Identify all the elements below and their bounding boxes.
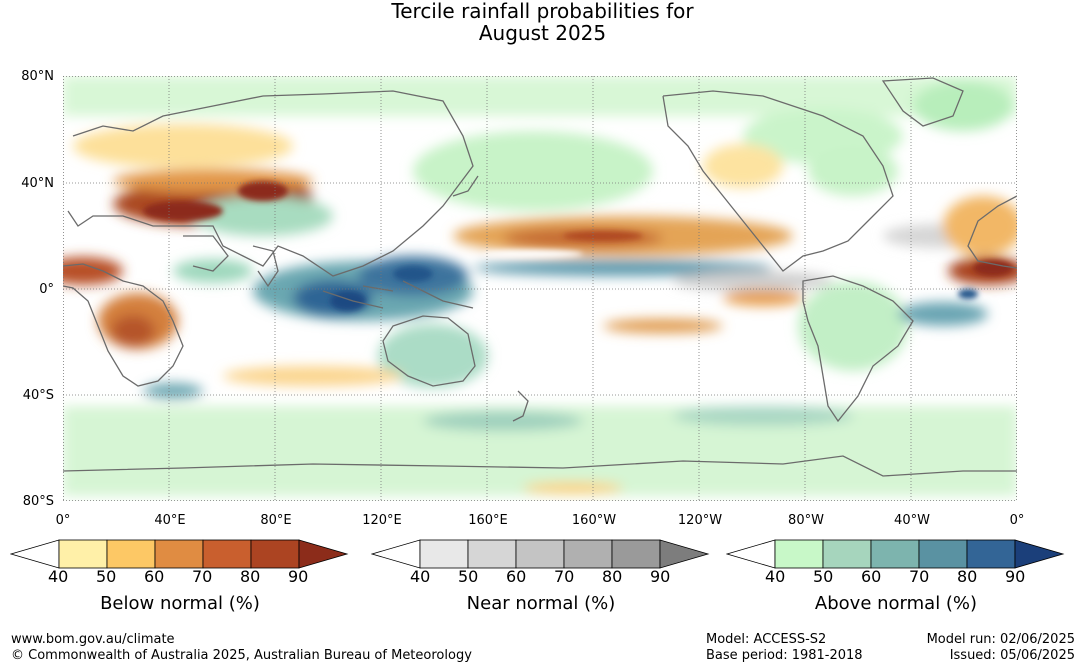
lon-label-120w: 120°W bbox=[677, 513, 723, 528]
lat-label-40n: 40°N bbox=[21, 176, 54, 191]
legend-near-tick: 70 bbox=[554, 567, 575, 586]
legend-above-title: Above normal (%) bbox=[814, 593, 978, 614]
lon-label-0: 0° bbox=[55, 513, 71, 528]
legend-swatch bbox=[250, 539, 300, 569]
legend-below-tick: 80 bbox=[240, 567, 261, 586]
legend-extend-low bbox=[371, 539, 421, 569]
legend-above-tick: 40 bbox=[765, 567, 786, 586]
legend-near-bar bbox=[371, 539, 710, 569]
legend-below-tick: 40 bbox=[48, 567, 69, 586]
legend-below-title: Below normal (%) bbox=[100, 593, 260, 614]
legend-swatch bbox=[154, 539, 204, 569]
legend-swatch bbox=[822, 539, 872, 569]
legend-extend-high bbox=[1014, 539, 1065, 569]
legend-near-tick: 50 bbox=[458, 567, 479, 586]
lon-label-120e: 120°E bbox=[362, 513, 402, 528]
legend-extend-low bbox=[726, 539, 776, 569]
map-title-line2: August 2025 bbox=[478, 21, 607, 45]
legend-swatch bbox=[467, 539, 517, 569]
legend-extend-high bbox=[659, 539, 710, 569]
graticule bbox=[63, 76, 1017, 501]
probability-accents bbox=[143, 181, 1013, 311]
legend-above-tick: 60 bbox=[861, 567, 882, 586]
lon-label-0-right: 0° bbox=[1009, 513, 1025, 528]
footer-url: www.bom.gov.au/climate bbox=[11, 632, 175, 647]
footer-model: Model: ACCESS-S2 bbox=[706, 632, 827, 647]
legend-above-tick: 50 bbox=[813, 567, 834, 586]
legend-swatch bbox=[202, 539, 252, 569]
legend-swatch bbox=[515, 539, 565, 569]
legend-extend-low bbox=[10, 539, 60, 569]
legend-near-tick: 60 bbox=[506, 567, 527, 586]
lat-label-40s: 40°S bbox=[22, 388, 54, 403]
legend-near-tick: 40 bbox=[410, 567, 431, 586]
legend-near-title: Near normal (%) bbox=[466, 593, 616, 614]
legend-near-tick: 80 bbox=[602, 567, 623, 586]
legend-below-tick: 50 bbox=[96, 567, 117, 586]
probability-shading bbox=[63, 76, 1017, 496]
legend-swatch bbox=[774, 539, 824, 569]
lon-label-40e: 40°E bbox=[154, 513, 186, 528]
legend-below-tick: 90 bbox=[288, 567, 309, 586]
lon-label-40w: 40°W bbox=[894, 513, 930, 528]
map-title-line1: Tercile rainfall probabilities for bbox=[391, 0, 694, 23]
lon-label-160w: 160°W bbox=[571, 513, 617, 528]
legend-swatch bbox=[870, 539, 920, 569]
legend-swatch bbox=[419, 539, 469, 569]
rainfall-probability-map bbox=[63, 76, 1017, 501]
legend-extend-high bbox=[298, 539, 349, 569]
lon-label-160e: 160°E bbox=[468, 513, 508, 528]
lat-label-80n: 80°N bbox=[21, 69, 54, 84]
lon-label-80w: 80°W bbox=[788, 513, 824, 528]
footer-model-run: Model run: 02/06/2025 bbox=[926, 632, 1075, 647]
legend-swatch bbox=[611, 539, 661, 569]
legend-below-tick: 60 bbox=[144, 567, 165, 586]
legend-below-bar bbox=[10, 539, 349, 569]
lon-label-80e: 80°E bbox=[260, 513, 292, 528]
footer-issued: Issued: 05/06/2025 bbox=[949, 648, 1075, 663]
legend-below-tick: 70 bbox=[192, 567, 213, 586]
legend-swatch bbox=[918, 539, 968, 569]
legend-swatch bbox=[106, 539, 156, 569]
footer-base-period: Base period: 1981-2018 bbox=[706, 648, 863, 663]
legend-swatch bbox=[966, 539, 1016, 569]
legend-swatch bbox=[563, 539, 613, 569]
lat-label-0: 0° bbox=[39, 282, 54, 297]
legend-above-tick: 80 bbox=[957, 567, 978, 586]
coastlines bbox=[63, 77, 1017, 477]
legend-above-tick: 90 bbox=[1005, 567, 1026, 586]
footer-copyright: © Commonwealth of Australia 2025, Austra… bbox=[11, 648, 472, 663]
legend-swatch bbox=[58, 539, 108, 569]
legend-above-bar bbox=[726, 539, 1065, 569]
lat-label-80s: 80°S bbox=[22, 494, 54, 509]
legend-above-tick: 70 bbox=[909, 567, 930, 586]
legend-near-tick: 90 bbox=[650, 567, 671, 586]
